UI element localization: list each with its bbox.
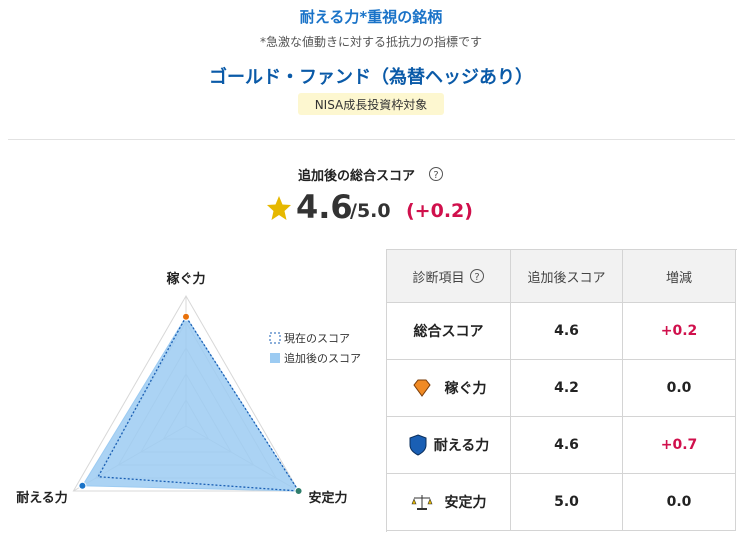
svg-text:?: ? [474,272,479,283]
scale-icon [411,495,432,510]
legend-swatch [269,332,281,344]
row-label: 安定力 [444,495,487,511]
note: *急激な値動きに対する抵抗力の指標です [259,35,482,49]
table: 診断項目? 追加後スコア 増減 総合スコア 4.6 +0.2 稼ぐ力 4.2 0… [386,249,737,532]
row-label: 耐える力 [433,438,490,454]
score-max: /5.0 [350,200,391,222]
svg-text:?: ? [433,170,438,181]
change-cell: 0.0 [623,360,736,417]
table-header: 診断項目? [387,250,511,303]
change-cell: +0.7 [623,417,736,474]
legend-label: 現在のスコア [284,332,350,345]
row-label-cell: 安定力 [387,474,511,531]
score-change: (+0.2) [406,200,473,222]
grid-ring [72,295,300,492]
header-text: 診断項目 [412,270,465,286]
section-title: 耐える力*重視の銘柄 [299,8,443,26]
legend-swatch [270,353,280,363]
change-cell: 0.0 [623,474,736,531]
divider [8,139,735,140]
row-label-cell: 耐える力 [387,417,511,474]
star-icon [267,196,291,220]
row-label-cell: 稼ぐ力 [387,360,511,417]
shield-icon [409,434,427,456]
point [182,312,190,321]
axis-label: 耐える力 [16,490,68,506]
help-icon[interactable]: ? [428,166,444,182]
point [294,487,303,495]
score-cell: 4.6 [511,303,623,360]
badge: NISA成長投資枠対象 [298,93,444,115]
row-label: 稼ぐ力 [444,381,487,397]
fund-name: ゴールド・ファンド（為替ヘッジあり） [209,67,533,88]
table-header: 追加後スコア [511,250,623,303]
score-value: 4.6 [296,188,353,226]
axis-label: 稼ぐ力 [166,271,205,287]
legend-label: 追加後のスコア [284,351,361,365]
score-cell: 4.2 [511,360,623,417]
gem-icon [412,379,431,397]
axis-label: 安定力 [308,490,347,506]
help-icon[interactable]: ? [469,268,485,284]
score-cell: 5.0 [511,474,623,531]
score-cell: 4.6 [511,417,623,474]
point [78,481,87,490]
table-header: 増減 [623,250,736,303]
row-label: 総合スコア [387,303,511,360]
score-label: 追加後の総合スコア [298,169,416,184]
area [81,315,300,492]
change-cell: +0.2 [623,303,736,360]
